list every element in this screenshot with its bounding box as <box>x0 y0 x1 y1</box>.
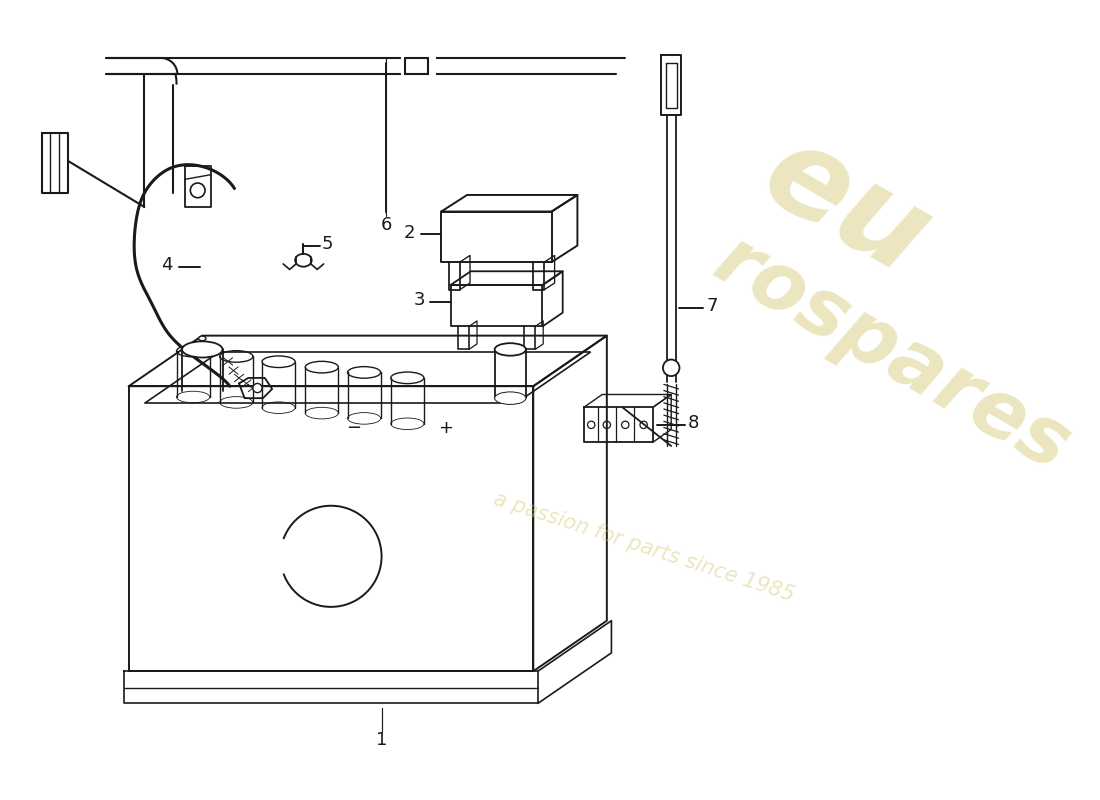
Circle shape <box>663 359 680 376</box>
Circle shape <box>190 183 205 198</box>
Text: eu: eu <box>744 114 948 300</box>
Text: 8: 8 <box>688 414 700 432</box>
Text: a passion for parts since 1985: a passion for parts since 1985 <box>491 489 796 606</box>
Ellipse shape <box>495 392 526 405</box>
Ellipse shape <box>495 343 526 356</box>
Circle shape <box>253 383 262 393</box>
Text: 2: 2 <box>404 224 416 242</box>
Ellipse shape <box>183 342 222 358</box>
Text: 3: 3 <box>414 290 425 309</box>
Text: rospares: rospares <box>701 221 1084 487</box>
Text: 6: 6 <box>381 216 392 234</box>
Text: 7: 7 <box>706 298 717 315</box>
Text: 5: 5 <box>322 234 333 253</box>
Ellipse shape <box>199 336 206 341</box>
Ellipse shape <box>295 254 311 266</box>
Text: −: − <box>346 418 362 437</box>
Text: +: + <box>439 418 453 437</box>
Text: 4: 4 <box>162 256 173 274</box>
Text: 1: 1 <box>376 731 387 749</box>
